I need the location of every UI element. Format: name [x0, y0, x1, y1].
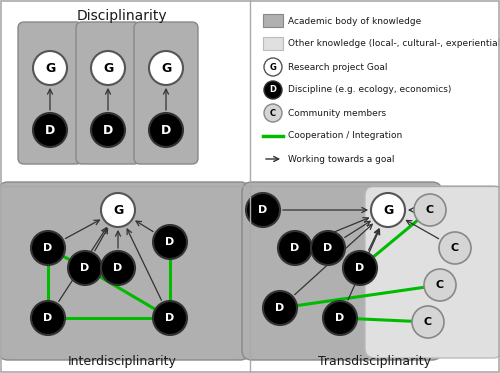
Circle shape — [31, 301, 65, 335]
Text: D: D — [276, 303, 284, 313]
Text: D: D — [44, 243, 52, 253]
Circle shape — [91, 113, 125, 147]
Text: D: D — [45, 123, 55, 137]
Text: Transdisciplinarity: Transdisciplinarity — [318, 355, 432, 369]
Circle shape — [33, 51, 67, 85]
Circle shape — [439, 232, 471, 264]
Text: D: D — [161, 123, 171, 137]
Text: Community members: Community members — [288, 109, 386, 117]
Text: D: D — [103, 123, 113, 137]
FancyBboxPatch shape — [365, 186, 500, 358]
Circle shape — [149, 113, 183, 147]
Text: C: C — [270, 109, 276, 117]
Text: G: G — [270, 63, 276, 72]
Text: C: C — [426, 205, 434, 215]
Circle shape — [31, 231, 65, 265]
Circle shape — [101, 193, 135, 227]
Text: D: D — [290, 243, 300, 253]
Text: Other knowledge (local-, cultural-, experiential): Other knowledge (local-, cultural-, expe… — [288, 40, 500, 48]
Circle shape — [264, 58, 282, 76]
Circle shape — [343, 251, 377, 285]
Text: C: C — [451, 243, 459, 253]
Circle shape — [33, 113, 67, 147]
Text: Discipline (e.g. ecology, economics): Discipline (e.g. ecology, economics) — [288, 85, 452, 94]
Text: D: D — [270, 85, 276, 94]
FancyBboxPatch shape — [0, 182, 250, 360]
Text: Interdisciplinarity: Interdisciplinarity — [68, 355, 176, 369]
Circle shape — [323, 301, 357, 335]
Text: C: C — [424, 317, 432, 327]
Text: G: G — [103, 62, 113, 75]
Text: D: D — [356, 263, 364, 273]
Text: D: D — [324, 243, 332, 253]
FancyBboxPatch shape — [242, 182, 442, 360]
Text: D: D — [166, 313, 174, 323]
Text: D: D — [44, 313, 52, 323]
Circle shape — [311, 231, 345, 265]
Circle shape — [412, 306, 444, 338]
Circle shape — [153, 225, 187, 259]
FancyBboxPatch shape — [18, 22, 82, 164]
Text: Academic body of knowledge: Academic body of knowledge — [288, 16, 421, 25]
FancyBboxPatch shape — [263, 14, 283, 27]
Circle shape — [153, 301, 187, 335]
Circle shape — [424, 269, 456, 301]
Text: C: C — [436, 280, 444, 290]
Circle shape — [91, 51, 125, 85]
Circle shape — [278, 231, 312, 265]
FancyBboxPatch shape — [134, 22, 198, 164]
Text: Working towards a goal: Working towards a goal — [288, 154, 395, 163]
Text: D: D — [336, 313, 344, 323]
Text: Research project Goal: Research project Goal — [288, 63, 388, 72]
Text: Cooperation / Integration: Cooperation / Integration — [288, 132, 402, 141]
Circle shape — [371, 193, 405, 227]
Circle shape — [68, 251, 102, 285]
Circle shape — [264, 81, 282, 99]
Text: D: D — [166, 237, 174, 247]
FancyBboxPatch shape — [263, 37, 283, 50]
Text: D: D — [80, 263, 90, 273]
Text: Disciplinarity: Disciplinarity — [76, 9, 168, 23]
Circle shape — [263, 291, 297, 325]
Text: D: D — [114, 263, 122, 273]
Circle shape — [264, 104, 282, 122]
Text: G: G — [113, 204, 123, 216]
Text: G: G — [45, 62, 55, 75]
Circle shape — [246, 193, 280, 227]
Circle shape — [149, 51, 183, 85]
Text: D: D — [258, 205, 268, 215]
FancyBboxPatch shape — [76, 22, 140, 164]
Circle shape — [414, 194, 446, 226]
Text: G: G — [383, 204, 393, 216]
Text: G: G — [161, 62, 171, 75]
Circle shape — [101, 251, 135, 285]
